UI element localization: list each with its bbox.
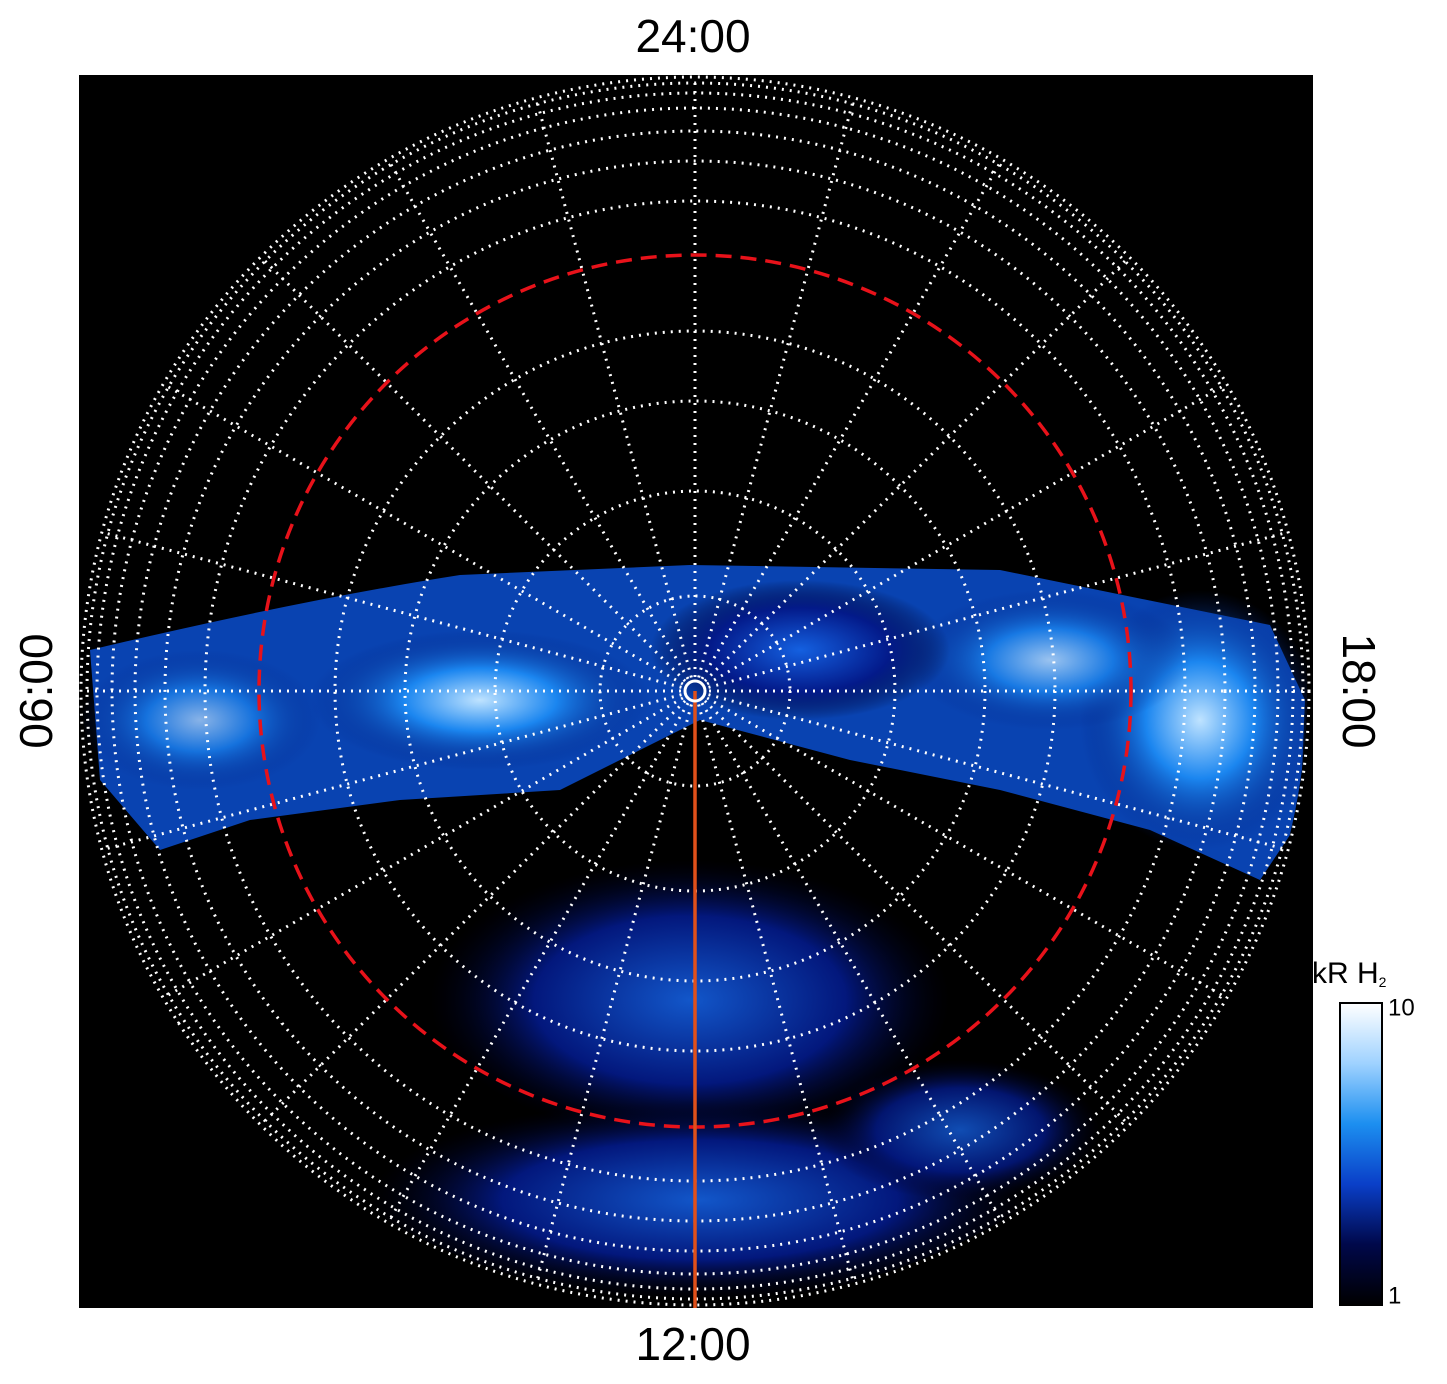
colorbar-title-main: kR H — [1312, 957, 1379, 990]
latitude-circle — [403, 399, 987, 983]
colorbar-title: kR H2 — [1312, 957, 1387, 990]
colorbar — [1339, 1002, 1383, 1306]
bottom-label: 12:00 — [635, 1318, 750, 1370]
right-label: 18:00 — [1333, 633, 1385, 748]
colorbar-title-sub: 2 — [1379, 974, 1387, 990]
colorbar-tick-label: 10 — [1388, 994, 1415, 1021]
left-label: 06:00 — [10, 633, 62, 748]
colorbar-tick-label: 1 — [1388, 1282, 1401, 1309]
aurora-emission — [83, 565, 1307, 1300]
top-label: 24:00 — [635, 10, 750, 62]
pole-marker — [683, 679, 707, 703]
latitude-circle — [79, 75, 1311, 1307]
polar-grid — [79, 75, 1311, 1307]
